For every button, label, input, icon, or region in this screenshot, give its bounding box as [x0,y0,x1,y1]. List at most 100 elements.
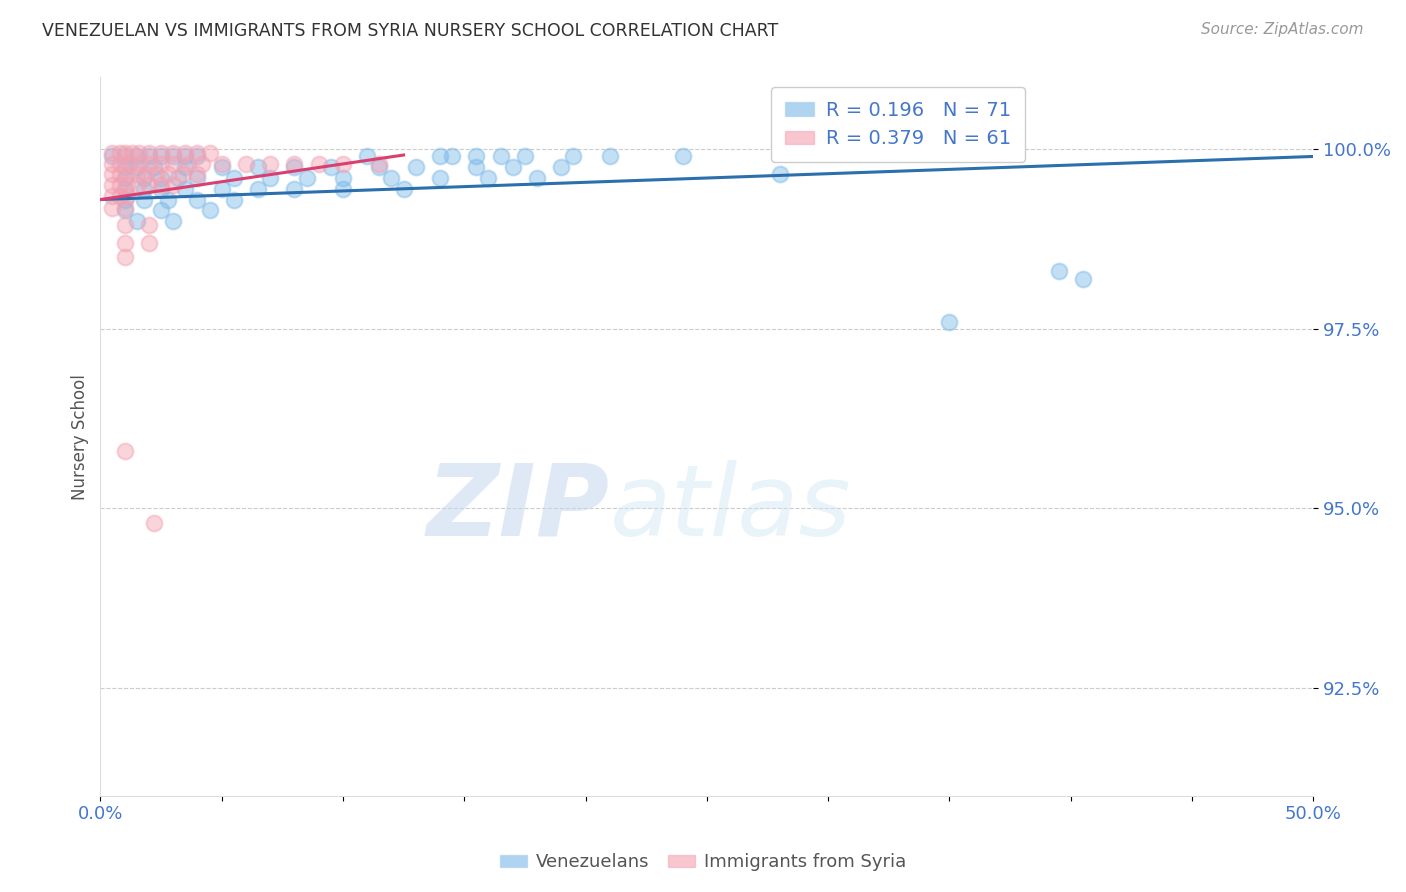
Point [114,235,136,250]
Point [101,201,124,215]
Point [332,156,354,170]
Point [332,182,354,196]
Point [1071,271,1094,285]
Point [114,201,136,215]
Point [114,149,136,163]
Point [145,168,167,182]
Point [186,193,208,207]
Point [332,171,354,186]
Point [441,149,464,163]
Point [114,145,136,160]
Point [489,149,512,163]
Point [128,145,150,160]
Point [114,171,136,186]
Point [101,189,124,203]
Point [526,171,548,186]
Point [114,182,136,196]
Point [259,171,281,186]
Point [162,214,184,228]
Point [138,145,160,160]
Point [191,156,214,170]
Point [671,149,693,163]
Point [125,168,148,182]
Point [186,145,208,160]
Point [138,156,160,170]
Point [125,178,148,193]
Legend: R = 0.196   N = 71, R = 0.379   N = 61: R = 0.196 N = 71, R = 0.379 N = 61 [772,87,1025,162]
Legend: Venezuelans, Immigrants from Syria: Venezuelans, Immigrants from Syria [492,847,914,879]
Point [150,171,173,186]
Point [259,156,281,170]
Point [101,149,124,163]
Point [138,235,160,250]
Point [114,203,136,218]
Point [356,149,378,163]
Point [174,160,197,174]
Point [465,160,488,174]
Point [150,156,173,170]
Point [115,189,138,203]
Point [477,171,499,186]
Point [429,171,451,186]
Point [108,156,131,170]
Y-axis label: Nursery School: Nursery School [72,374,89,500]
Point [550,160,572,174]
Point [162,156,184,170]
Point [115,178,138,193]
Point [115,168,138,182]
Point [283,156,305,170]
Point [211,156,233,170]
Point [405,160,427,174]
Point [186,168,208,182]
Point [368,156,391,170]
Point [562,149,585,163]
Point [429,149,451,163]
Point [157,168,180,182]
Point [114,193,136,207]
Point [150,149,173,163]
Point [186,149,208,163]
Point [465,149,488,163]
Point [938,315,960,329]
Point [157,193,180,207]
Point [599,149,621,163]
Point [392,182,415,196]
Point [176,156,198,170]
Point [162,178,184,193]
Point [174,149,197,163]
Point [380,171,402,186]
Point [108,168,131,182]
Text: ZIP: ZIP [427,460,610,557]
Point [198,203,221,218]
Point [132,182,155,196]
Point [235,156,257,170]
Point [118,156,141,170]
Point [513,149,536,163]
Point [101,168,124,182]
Point [222,171,245,186]
Point [114,250,136,264]
Point [295,171,318,186]
Point [222,193,245,207]
Point [135,168,157,182]
Point [283,160,305,174]
Point [768,168,790,182]
Point [142,516,165,530]
Point [125,214,148,228]
Text: Source: ZipAtlas.com: Source: ZipAtlas.com [1201,22,1364,37]
Point [162,145,184,160]
Point [247,182,270,196]
Point [125,149,148,163]
Point [138,218,160,232]
Point [101,178,124,193]
Point [172,168,194,182]
Point [101,145,124,160]
Point [319,160,342,174]
Point [114,218,136,232]
Point [1047,264,1070,278]
Point [121,145,143,160]
Point [114,444,136,458]
Point [308,156,330,170]
Point [128,156,150,170]
Point [211,160,233,174]
